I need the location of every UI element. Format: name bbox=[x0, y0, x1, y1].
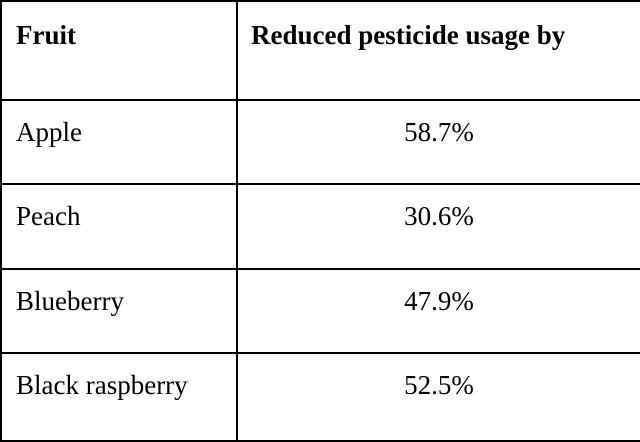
cell-reduction-value: 52.5% bbox=[236, 351, 640, 442]
table-row: Apple 58.7% bbox=[0, 99, 640, 186]
cell-fruit-name: Apple bbox=[0, 99, 238, 186]
cell-reduction-value: 58.7% bbox=[236, 99, 640, 186]
cell-reduction-value: 30.6% bbox=[236, 183, 640, 270]
cell-fruit-name: Blueberry bbox=[0, 267, 238, 354]
cell-fruit-name: Peach bbox=[0, 183, 238, 270]
header-fruit: Fruit bbox=[0, 0, 238, 102]
header-reduced-pesticide-usage: Reduced pesticide usage by bbox=[236, 0, 640, 102]
cell-reduction-value: 47.9% bbox=[236, 267, 640, 354]
cell-fruit-name: Black raspberry bbox=[0, 351, 238, 442]
table-header-row: Fruit Reduced pesticide usage by bbox=[0, 0, 640, 102]
table-row: Peach 30.6% bbox=[0, 183, 640, 270]
table-row: Black raspberry 52.5% bbox=[0, 351, 640, 442]
table-row: Blueberry 47.9% bbox=[0, 267, 640, 354]
